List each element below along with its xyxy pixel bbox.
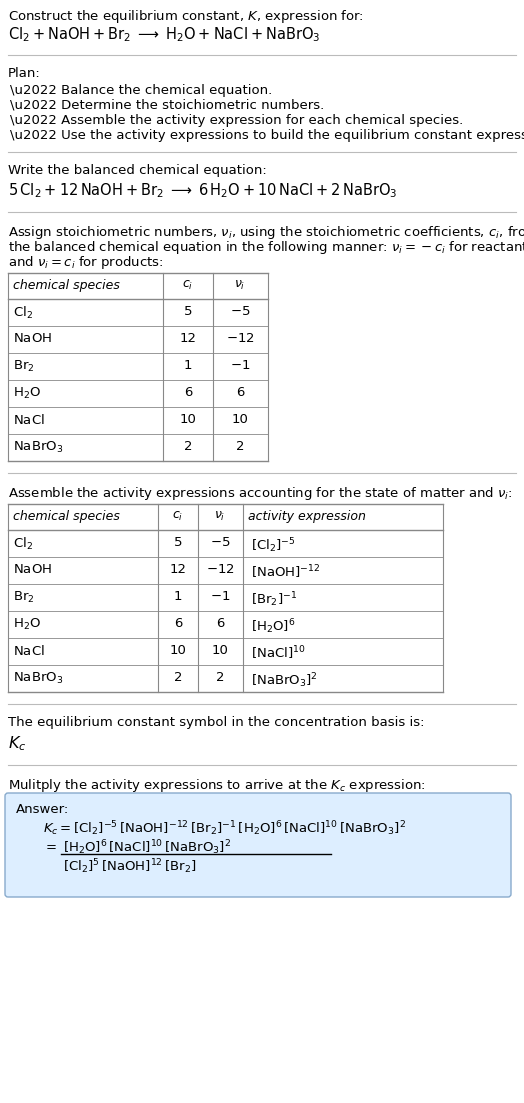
Text: $\mathrm{NaBrO_3}$: $\mathrm{NaBrO_3}$ (13, 671, 63, 686)
Text: Write the balanced chemical equation:: Write the balanced chemical equation: (8, 164, 267, 176)
Text: 10: 10 (212, 644, 228, 657)
Text: $\mathrm{Br_2}$: $\mathrm{Br_2}$ (13, 590, 35, 606)
Text: 6: 6 (236, 386, 244, 399)
Text: $-5$: $-5$ (230, 306, 250, 318)
Text: $\mathrm{Cl_2}$: $\mathrm{Cl_2}$ (13, 536, 33, 553)
Text: Assemble the activity expressions accounting for the state of matter and $\nu_i$: Assemble the activity expressions accoun… (8, 485, 512, 502)
Text: 6: 6 (174, 617, 182, 630)
Text: the balanced chemical equation in the following manner: $\nu_i = -c_i$ for react: the balanced chemical equation in the fo… (8, 239, 524, 256)
Text: $[\mathrm{Cl_2}]^{-5}$: $[\mathrm{Cl_2}]^{-5}$ (251, 536, 296, 555)
Text: $-1$: $-1$ (210, 590, 230, 603)
Text: 2: 2 (184, 440, 192, 453)
Text: $\mathrm{Cl_2}$: $\mathrm{Cl_2}$ (13, 306, 33, 321)
Text: $\mathrm{Br_2}$: $\mathrm{Br_2}$ (13, 358, 35, 374)
Text: $[\mathrm{NaCl}]^{10}$: $[\mathrm{NaCl}]^{10}$ (251, 644, 305, 662)
Text: $\mathrm{NaOH}$: $\mathrm{NaOH}$ (13, 563, 52, 576)
Text: $\mathrm{NaBrO_3}$: $\mathrm{NaBrO_3}$ (13, 440, 63, 456)
Text: $=$: $=$ (43, 839, 57, 853)
Text: 2: 2 (174, 671, 182, 684)
Text: 10: 10 (232, 413, 248, 426)
Text: $\nu_i$: $\nu_i$ (214, 510, 226, 523)
Text: $K_c = [\mathrm{Cl_2}]^{-5}\,[\mathrm{NaOH}]^{-12}\,[\mathrm{Br_2}]^{-1}\,[\math: $K_c = [\mathrm{Cl_2}]^{-5}\,[\mathrm{Na… (43, 820, 406, 837)
Text: \u2022 Assemble the activity expression for each chemical species.: \u2022 Assemble the activity expression … (10, 114, 463, 127)
Text: $\mathrm{H_2O}$: $\mathrm{H_2O}$ (13, 386, 41, 401)
Text: $5\,\mathrm{Cl_2} + 12\,\mathrm{NaOH} + \mathrm{Br_2} \;\longrightarrow\; 6\,\ma: $5\,\mathrm{Cl_2} + 12\,\mathrm{NaOH} + … (8, 181, 397, 200)
Text: 6: 6 (216, 617, 224, 630)
Text: $\mathrm{Cl_2 + NaOH + Br_2} \;\longrightarrow\; \mathrm{H_2O + NaCl + NaBrO_3}$: $\mathrm{Cl_2 + NaOH + Br_2} \;\longrigh… (8, 25, 320, 44)
Text: Plan:: Plan: (8, 67, 41, 81)
Text: 10: 10 (180, 413, 196, 426)
Text: and $\nu_i = c_i$ for products:: and $\nu_i = c_i$ for products: (8, 254, 163, 271)
Text: 6: 6 (184, 386, 192, 399)
Text: $c_i$: $c_i$ (182, 279, 194, 292)
Text: 5: 5 (184, 306, 192, 318)
Text: $c_i$: $c_i$ (172, 510, 183, 523)
Text: $[\mathrm{H_2O}]^6$: $[\mathrm{H_2O}]^6$ (251, 617, 296, 635)
Text: $\mathrm{NaCl}$: $\mathrm{NaCl}$ (13, 644, 45, 658)
Text: 2: 2 (216, 671, 224, 684)
Text: $[\mathrm{H_2O}]^6\,[\mathrm{NaCl}]^{10}\,[\mathrm{NaBrO_3}]^2$: $[\mathrm{H_2O}]^6\,[\mathrm{NaCl}]^{10}… (63, 838, 231, 857)
Text: $\mathrm{H_2O}$: $\mathrm{H_2O}$ (13, 617, 41, 632)
Text: 1: 1 (184, 358, 192, 372)
Text: $-12$: $-12$ (206, 563, 234, 576)
Text: 5: 5 (174, 536, 182, 549)
Text: 12: 12 (169, 563, 187, 576)
Text: $-5$: $-5$ (210, 536, 230, 549)
Text: $-1$: $-1$ (230, 358, 250, 372)
Text: $K_c$: $K_c$ (8, 733, 26, 752)
Text: \u2022 Balance the chemical equation.: \u2022 Balance the chemical equation. (10, 84, 272, 97)
Text: Construct the equilibrium constant, $K$, expression for:: Construct the equilibrium constant, $K$,… (8, 8, 364, 25)
Text: Assign stoichiometric numbers, $\nu_i$, using the stoichiometric coefficients, $: Assign stoichiometric numbers, $\nu_i$, … (8, 224, 524, 240)
Text: $[\mathrm{NaOH}]^{-12}$: $[\mathrm{NaOH}]^{-12}$ (251, 563, 321, 580)
Text: $[\mathrm{NaBrO_3}]^2$: $[\mathrm{NaBrO_3}]^2$ (251, 671, 318, 689)
Text: Mulitply the activity expressions to arrive at the $K_c$ expression:: Mulitply the activity expressions to arr… (8, 777, 426, 794)
Text: \u2022 Determine the stoichiometric numbers.: \u2022 Determine the stoichiometric numb… (10, 99, 324, 113)
Text: 1: 1 (174, 590, 182, 603)
Text: $\mathrm{NaOH}$: $\mathrm{NaOH}$ (13, 332, 52, 345)
Text: 2: 2 (236, 440, 244, 453)
Text: 10: 10 (170, 644, 187, 657)
FancyBboxPatch shape (5, 793, 511, 897)
Text: Answer:: Answer: (16, 803, 69, 816)
Text: $\nu_i$: $\nu_i$ (234, 279, 246, 292)
Text: \u2022 Use the activity expressions to build the equilibrium constant expression: \u2022 Use the activity expressions to b… (10, 129, 524, 142)
Text: $-12$: $-12$ (226, 332, 254, 345)
Text: chemical species: chemical species (13, 510, 120, 523)
Text: chemical species: chemical species (13, 279, 120, 292)
Text: $[\mathrm{Cl_2}]^5\,[\mathrm{NaOH}]^{12}\,[\mathrm{Br_2}]$: $[\mathrm{Cl_2}]^5\,[\mathrm{NaOH}]^{12}… (63, 857, 196, 876)
Text: activity expression: activity expression (248, 510, 366, 523)
Text: $[\mathrm{Br_2}]^{-1}$: $[\mathrm{Br_2}]^{-1}$ (251, 590, 297, 609)
Text: 12: 12 (180, 332, 196, 345)
Text: $\mathrm{NaCl}$: $\mathrm{NaCl}$ (13, 413, 45, 427)
Text: The equilibrium constant symbol in the concentration basis is:: The equilibrium constant symbol in the c… (8, 716, 424, 729)
